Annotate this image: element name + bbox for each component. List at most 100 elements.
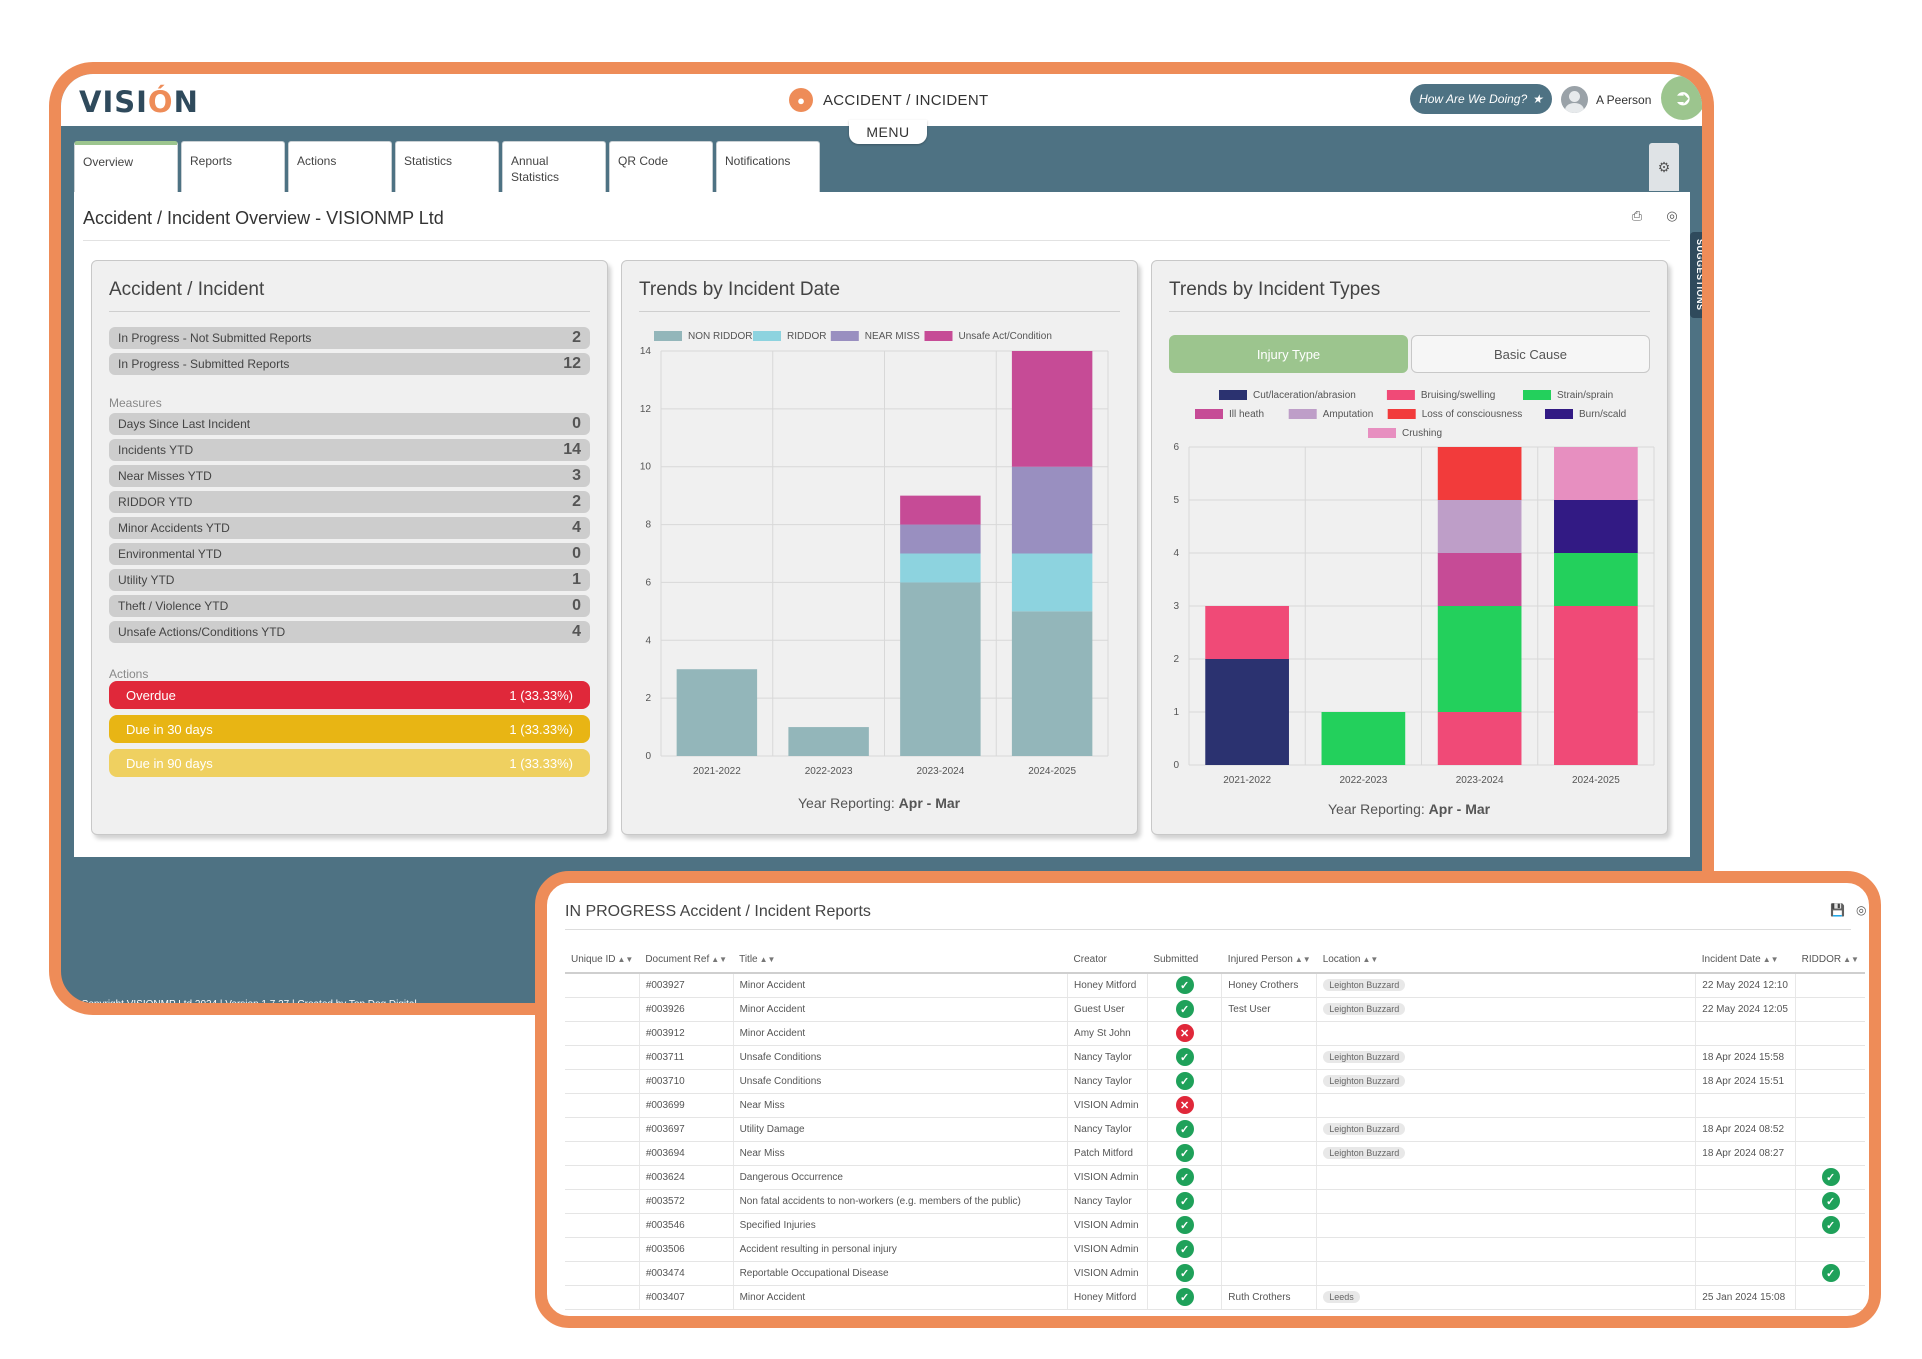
creator-cell: Nancy Taylor [1067, 1045, 1148, 1070]
bar-segment[interactable] [1011, 553, 1093, 612]
bar-segment[interactable] [1321, 712, 1406, 765]
y-tick-label: 6 [645, 577, 651, 588]
tab-qr-code[interactable]: QR Code [609, 141, 713, 192]
col-unique-id[interactable]: Unique ID ▲▼ [565, 947, 640, 974]
bar-segment[interactable] [1011, 611, 1093, 756]
bar-segment[interactable] [1437, 712, 1522, 765]
actions-label: Actions [109, 667, 149, 681]
bar-segment[interactable] [1437, 606, 1522, 712]
table-row[interactable]: #003926 Minor Accident Guest User ✓ Test Use… [565, 997, 1865, 1022]
bar-segment[interactable] [1437, 500, 1522, 553]
bar-segment[interactable] [1011, 466, 1093, 554]
bar-segment[interactable] [1554, 447, 1638, 500]
table-row[interactable]: #003694 Near Miss Patch Mitford ✓ Leighton B… [565, 1141, 1865, 1166]
measure-label: Minor Accidents YTD [118, 521, 230, 535]
basic-cause-button[interactable]: Basic Cause [1411, 335, 1650, 373]
col-incident-date[interactable]: Incident Date ▲▼ [1695, 947, 1796, 974]
bar-segment[interactable] [1554, 553, 1638, 606]
measure-label: Incidents YTD [118, 443, 194, 457]
bar-segment[interactable] [900, 553, 981, 583]
logout-button[interactable]: ➲ [1661, 76, 1702, 120]
legend-label: NEAR MISS [865, 331, 920, 342]
tab-notifications[interactable]: Notifications [716, 141, 820, 192]
tab-reports[interactable]: Reports [181, 141, 285, 192]
injury-type-button[interactable]: Injury Type [1169, 335, 1408, 373]
action-label: Overdue [126, 687, 176, 703]
sort-icon: ▲▼ [711, 955, 728, 964]
unique-id-cell [565, 1237, 640, 1262]
injured-person-cell: Test User [1221, 997, 1317, 1022]
col-title[interactable]: Title ▲▼ [733, 947, 1068, 974]
creator-cell: VISION Admin [1067, 1165, 1148, 1190]
tab-bar: Overview Reports Actions Statistics Annu… [74, 141, 820, 192]
document-ref-cell: #003506 [638, 1237, 734, 1262]
x-tick-label: 2021-2022 [693, 766, 741, 777]
col-location[interactable]: Location ▲▼ [1316, 947, 1696, 974]
document-ref-cell: #003699 [638, 1093, 734, 1118]
sort-icon: ▲▼ [1294, 955, 1311, 964]
table-row[interactable]: #003912 Minor Accident Amy St John ✕ [565, 1021, 1865, 1046]
col-riddor[interactable]: RIDDOR ▲▼ [1795, 947, 1865, 974]
bar-segment[interactable] [1205, 659, 1289, 765]
table-row[interactable]: #003711 Unsafe Conditions Nancy Taylor ✓ Lei… [565, 1045, 1865, 1070]
reports-table-body: #003927 Minor Accident Honey Mitford ✓ Honey… [565, 973, 1865, 1310]
vision-logo[interactable]: VISIÓN [79, 85, 199, 119]
measure-value: 0 [572, 415, 581, 432]
col-document-ref[interactable]: Document Ref ▲▼ [639, 947, 734, 974]
creator-cell: Nancy Taylor [1067, 1189, 1148, 1214]
user-menu[interactable]: A Peerson [1561, 86, 1651, 113]
submitted-cell: ✓ [1146, 973, 1222, 998]
bar-segment[interactable] [676, 669, 758, 756]
location-chip: Leighton Buzzard [1323, 1051, 1406, 1063]
legend-swatch [924, 331, 953, 341]
col-injured-person[interactable]: Injured Person ▲▼ [1221, 947, 1317, 974]
tab-annual-statistics[interactable]: Annual Statistics [502, 141, 606, 192]
table-row[interactable]: #003927 Minor Accident Honey Mitford ✓ Honey… [565, 973, 1865, 998]
tab-overview[interactable]: Overview [74, 141, 178, 192]
action-due-90[interactable]: Due in 90 days 1 (33.33%) [109, 749, 590, 777]
globe-icon[interactable]: ◎ [1666, 208, 1678, 223]
location-chip: Leighton Buzzard [1323, 1003, 1406, 1015]
table-row[interactable]: #003572 Non fatal accidents to non-worker… [565, 1189, 1865, 1214]
print-icon[interactable]: ⎙ [1631, 208, 1643, 223]
submitted-check-icon: ✓ [1175, 1048, 1194, 1066]
action-due-30[interactable]: Due in 30 days 1 (33.33%) [109, 715, 590, 743]
settings-button[interactable]: ⚙ [1649, 143, 1679, 191]
bar-segment[interactable] [900, 524, 981, 554]
menu-button[interactable]: MENU [849, 120, 927, 144]
stat-row-not-submitted[interactable]: In Progress - Not Submitted Reports 2 [109, 327, 590, 349]
table-row[interactable]: #003474 Reportable Occupational Disease VI… [565, 1261, 1865, 1286]
table-row[interactable]: #003699 Near Miss VISION Admin ✕ [565, 1093, 1865, 1118]
bar-segment[interactable] [1011, 351, 1093, 467]
action-overdue[interactable]: Overdue 1 (33.33%) [109, 681, 590, 709]
bar-segment[interactable] [1554, 500, 1638, 553]
tab-statistics[interactable]: Statistics [395, 141, 499, 192]
stat-row-submitted[interactable]: In Progress - Submitted Reports 12 [109, 353, 590, 375]
bar-segment[interactable] [788, 727, 869, 756]
feedback-button[interactable]: How Are We Doing? ★ [1410, 84, 1552, 114]
legend-label: Strain/sprain [1557, 390, 1613, 401]
save-icon[interactable]: 💾 [1830, 903, 1845, 917]
table-row[interactable]: #003546 Specified Injuries VISION Admin ✓ ✓ [565, 1213, 1865, 1238]
table-row[interactable]: #003407 Minor Accident Honey Mitford ✓ Ruth … [565, 1285, 1865, 1310]
bar-segment[interactable] [900, 582, 981, 756]
bar-segment[interactable] [1437, 447, 1522, 500]
tab-actions[interactable]: Actions [288, 141, 392, 192]
table-row[interactable]: #003710 Unsafe Conditions Nancy Taylor ✓ Lei… [565, 1069, 1865, 1094]
table-row[interactable]: #003624 Dangerous Occurrence VISION Admin ✓… [565, 1165, 1865, 1190]
table-row[interactable]: #003697 Utility Damage Nancy Taylor ✓ Leight… [565, 1117, 1865, 1142]
bar-segment[interactable] [900, 495, 981, 525]
trend-type-toggle: Injury Type Basic Cause [1169, 335, 1650, 373]
bar-segment[interactable] [1205, 606, 1289, 659]
title-cell: Minor Accident [732, 973, 1068, 998]
globe-icon[interactable]: ◎ [1856, 903, 1867, 917]
bar-segment[interactable] [1554, 606, 1638, 765]
x-tick-label: 2024-2025 [1572, 775, 1620, 786]
table-row[interactable]: #003506 Accident resulting in personal in… [565, 1237, 1865, 1262]
measure-label: Days Since Last Incident [118, 417, 251, 431]
suggestions-tab[interactable]: SUGGESTIONS [1690, 232, 1702, 318]
measure-label: RIDDOR YTD [118, 495, 193, 509]
bar-segment[interactable] [1437, 553, 1522, 606]
riddor-cell [1795, 1237, 1865, 1262]
reports-title: IN PROGRESS Accident / Incident Reports [565, 903, 871, 920]
